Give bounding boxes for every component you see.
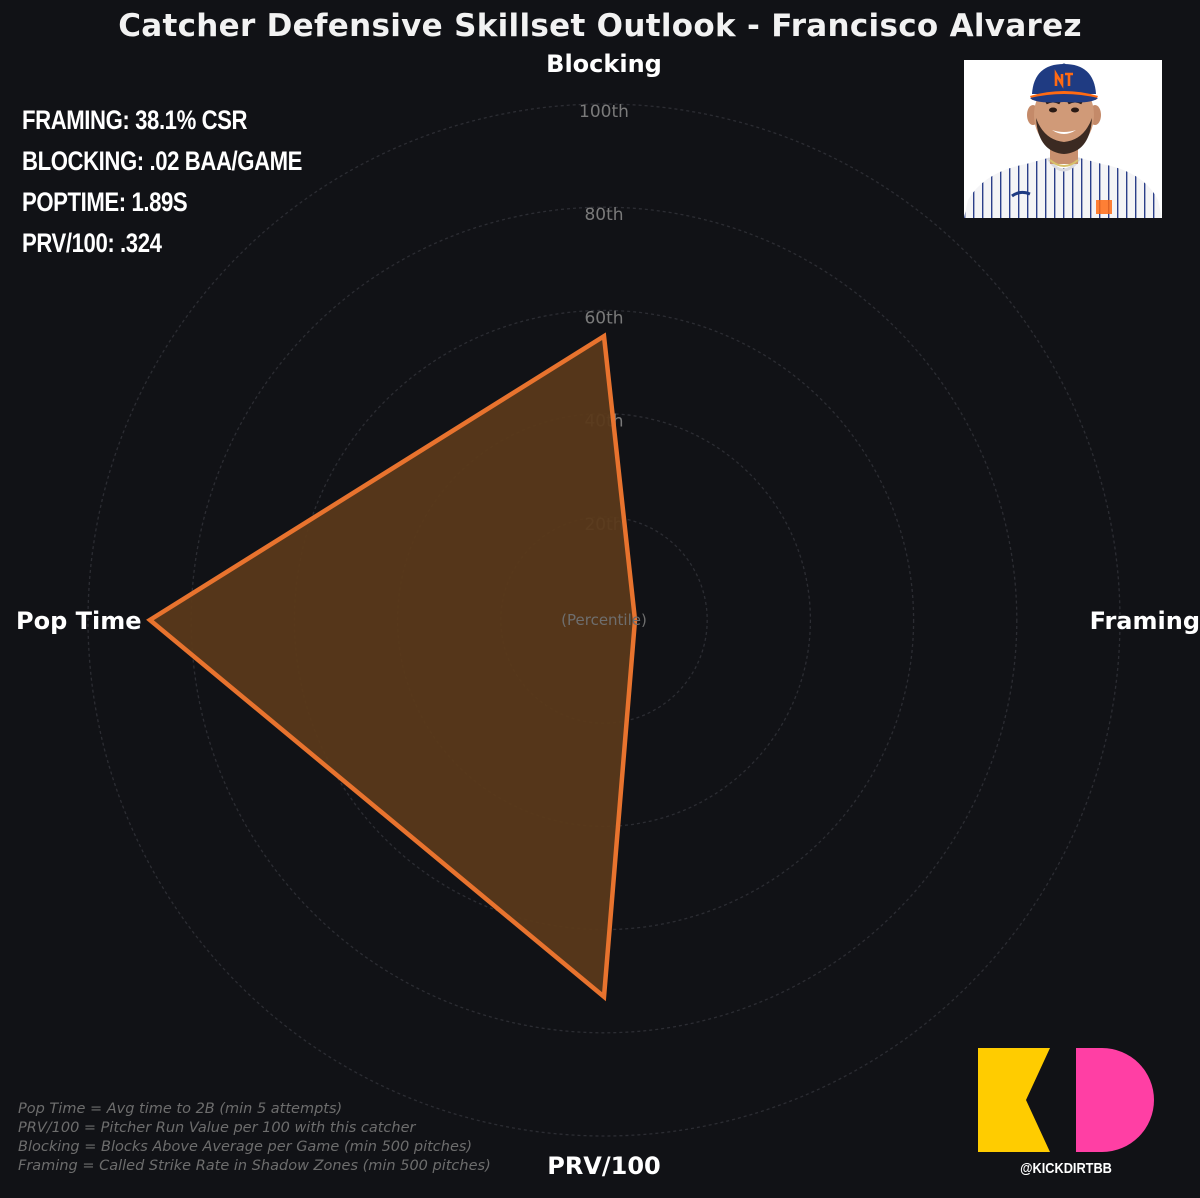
axis-label-blocking: Blocking bbox=[546, 50, 662, 78]
radar-series-layer bbox=[146, 332, 638, 1002]
footnotes: Pop Time = Avg time to 2B (min 5 attempt… bbox=[18, 1100, 491, 1176]
center-label: (Percentile) bbox=[561, 611, 647, 629]
player-photo bbox=[964, 60, 1162, 218]
axis-label-prv-100: PRV/100 bbox=[547, 1152, 661, 1180]
footnote-pop-time: Pop Time = Avg time to 2B (min 5 attempt… bbox=[18, 1101, 343, 1117]
stat-framing: FRAMING: 38.1% CSR bbox=[22, 105, 248, 135]
grid-ring bbox=[87, 103, 1121, 1137]
ring-tick-label: 60th bbox=[584, 308, 623, 328]
social-handle: @KICKDIRTBB bbox=[1020, 1160, 1112, 1177]
stats-panel: FRAMING: 38.1% CSR BLOCKING: .02 BAA/GAM… bbox=[22, 100, 364, 264]
stat-prv: PRV/100: .324 bbox=[22, 228, 162, 258]
footnote-framing: Framing = Called Strike Rate in Shadow Z… bbox=[18, 1158, 491, 1174]
axis-label-framing: Framing bbox=[1090, 607, 1200, 635]
ring-tick-label: 100th bbox=[579, 102, 629, 122]
ring-tick-label: 80th bbox=[584, 205, 623, 225]
radar-axis-labels: Blocking Framing PRV/100 Pop Time bbox=[16, 50, 1200, 1180]
axis-label-pop-time: Pop Time bbox=[16, 607, 142, 635]
stat-poptime: POPTIME: 1.89S bbox=[22, 187, 188, 217]
footnote-blocking: Blocking = Blocks Above Average per Game… bbox=[18, 1139, 473, 1155]
series-polygon bbox=[146, 332, 638, 1002]
chart-title: Catcher Defensive Skillset Outlook - Fra… bbox=[118, 8, 1082, 44]
stat-blocking: BLOCKING: .02 BAA/GAME bbox=[22, 146, 303, 176]
kickdirt-logo bbox=[978, 1048, 1154, 1152]
grid-ring bbox=[500, 516, 708, 724]
footnote-prv: PRV/100 = Pitcher Run Value per 100 with… bbox=[18, 1120, 416, 1136]
